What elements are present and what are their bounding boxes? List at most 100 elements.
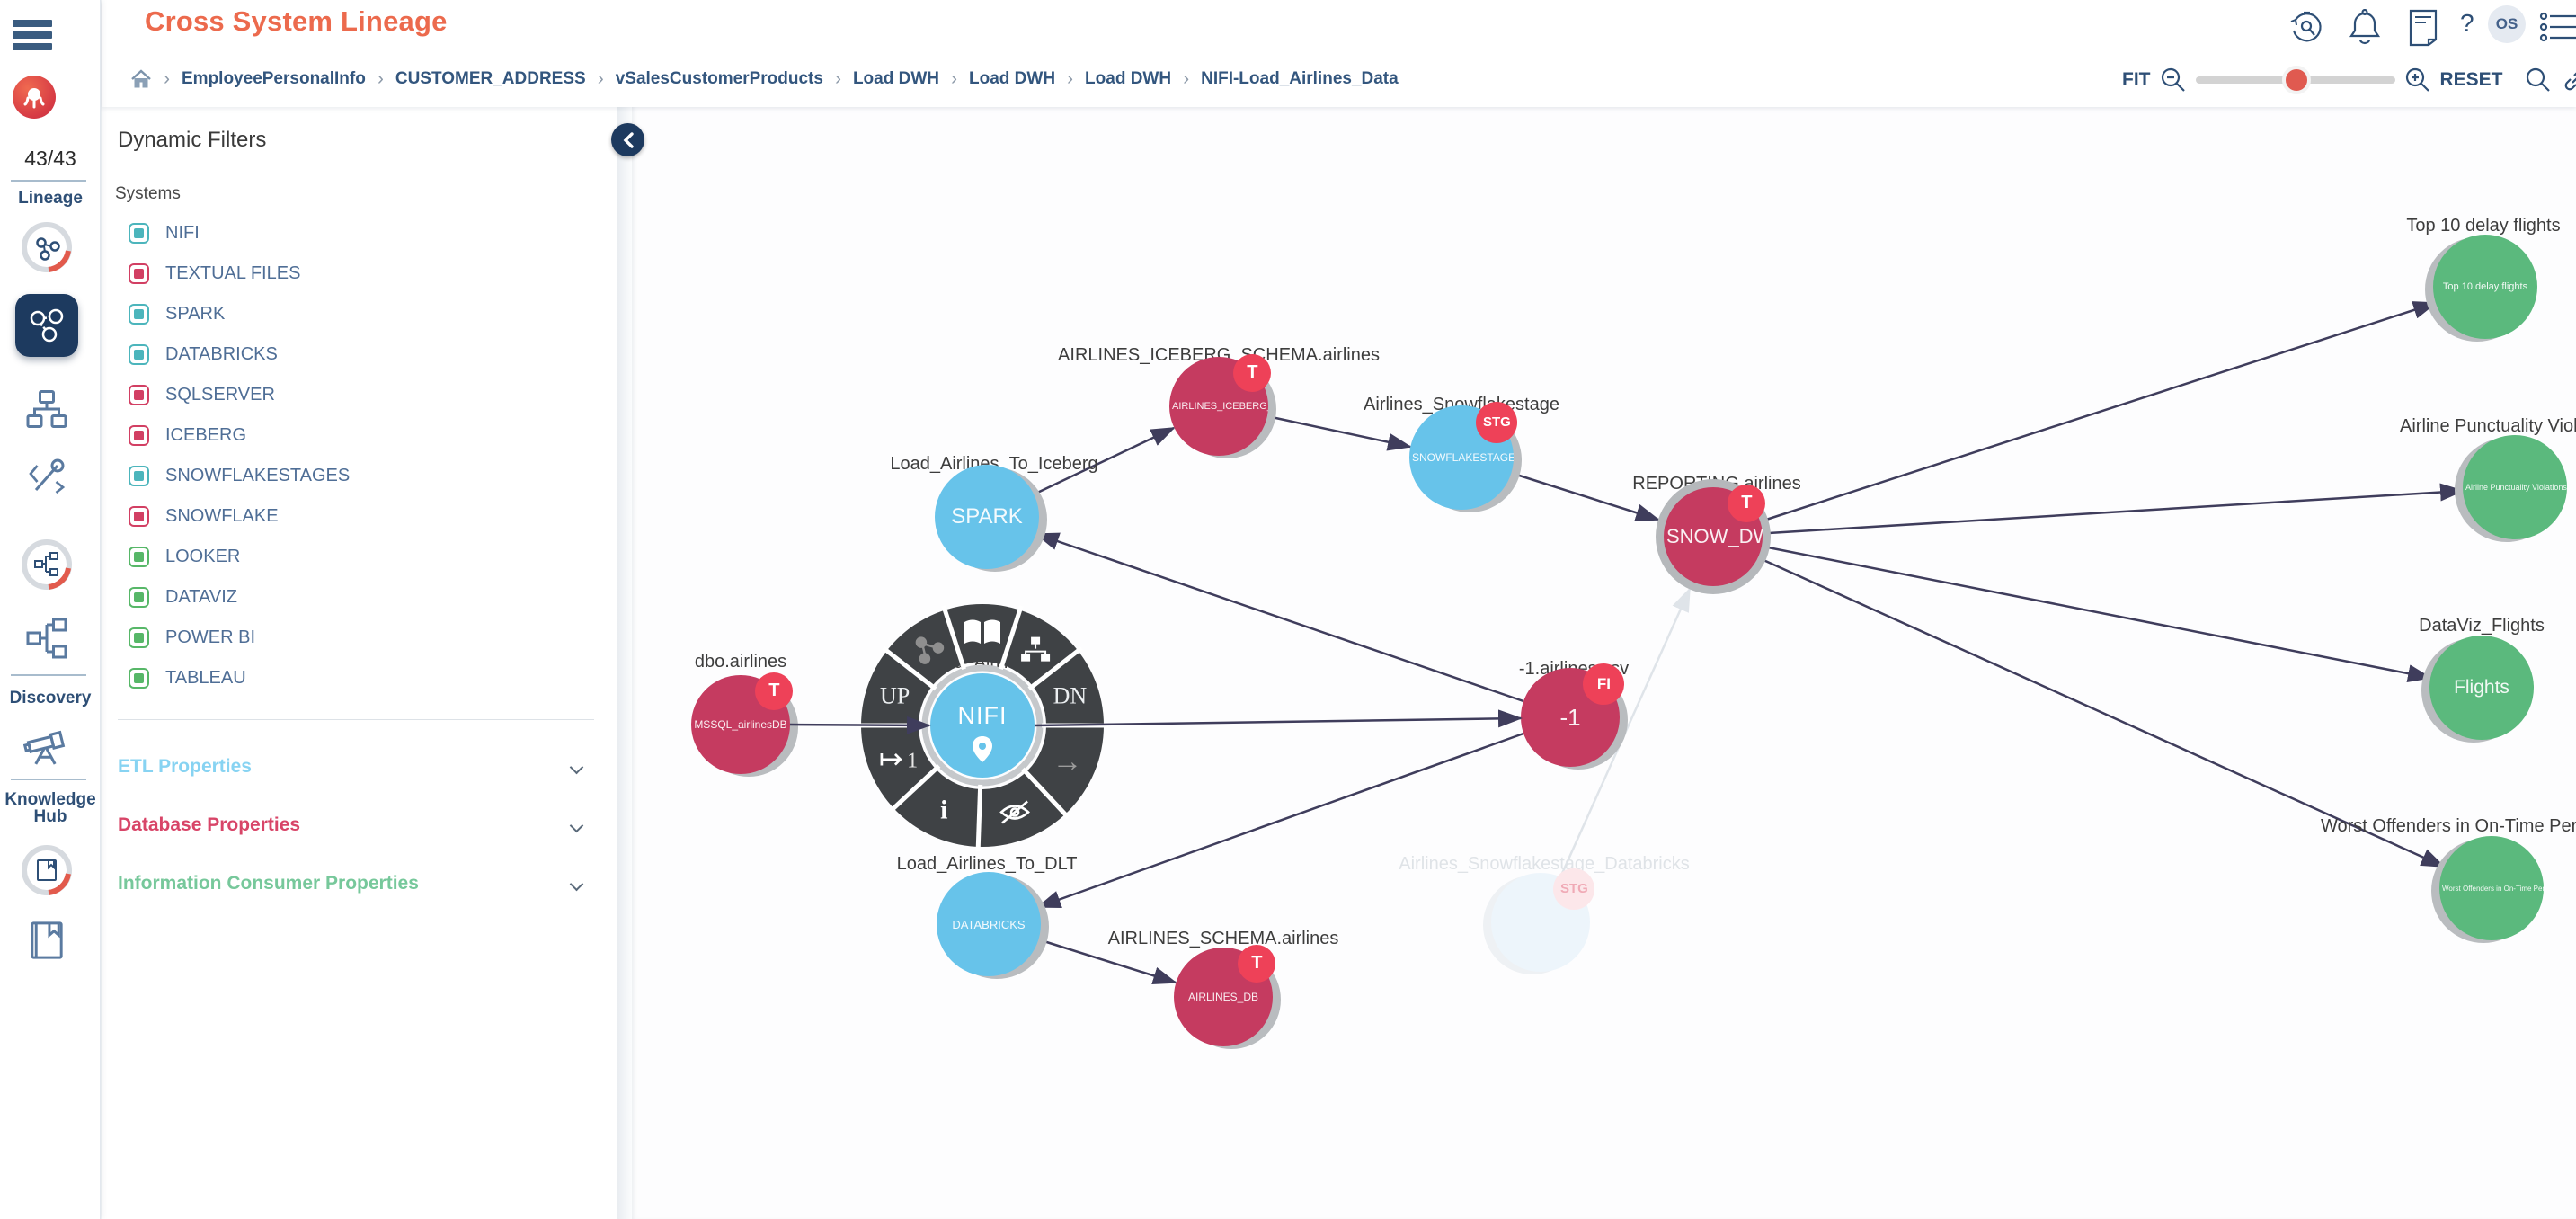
system-filter-power-bi[interactable]: POWER BI (129, 618, 350, 658)
chevron-left-icon (623, 131, 634, 148)
octopai-logo-icon[interactable] (13, 76, 56, 119)
system-filter-nifi[interactable]: NIFI (129, 213, 350, 254)
graph-node-airline-punctuality[interactable]: Airline Punctuality Violations (2463, 435, 2567, 539)
collapse-panel-button[interactable] (611, 123, 644, 156)
tree-summary-donut-icon[interactable] (20, 538, 74, 592)
checkbox[interactable] (129, 547, 149, 567)
graph-node-airlines-csv[interactable]: -1 FI (1521, 663, 1625, 767)
checkbox[interactable] (129, 466, 149, 486)
graph-node-dataviz-flights[interactable]: Flights (2429, 636, 2534, 740)
notifications-bell-icon[interactable] (2348, 8, 2382, 49)
detail-list-icon[interactable] (2539, 9, 2576, 49)
section-database-properties[interactable]: Database Properties (118, 814, 594, 836)
lineage-summary-donut-icon[interactable] (20, 220, 74, 274)
node-inner-label: MSSQL_airlinesDB (694, 718, 787, 731)
system-filter-looker[interactable]: LOOKER (129, 537, 350, 577)
checkbox[interactable] (129, 344, 149, 365)
node-label: dbo.airlines (694, 652, 787, 672)
zoom-out-icon[interactable] (2159, 66, 2188, 94)
breadcrumb-item[interactable]: Load DWH (969, 69, 1056, 88)
node-type-badge: STG (1476, 401, 1518, 443)
system-filter-sqlserver[interactable]: SQLSERVER (129, 375, 350, 415)
checkbox[interactable] (129, 263, 149, 284)
link-icon[interactable] (2561, 66, 2576, 94)
telescope-icon[interactable] (20, 719, 74, 773)
fit-button[interactable]: FIT (2122, 69, 2151, 90)
system-filter-textual-files[interactable]: TEXTUAL FILES (129, 254, 350, 294)
graph-node-snowflakestage-databricks[interactable]: STG (1491, 868, 1595, 972)
chevron-down-icon[interactable] (569, 818, 584, 832)
tree-view-icon[interactable] (20, 611, 74, 665)
system-label: POWER BI (165, 627, 256, 647)
checkbox[interactable] (129, 506, 149, 527)
system-filter-snowflake[interactable]: SNOWFLAKE (129, 496, 350, 537)
zoom-slider-knob[interactable] (2281, 66, 2311, 94)
breadcrumb-item[interactable]: Load DWH (1085, 69, 1172, 88)
checkbox[interactable] (129, 223, 149, 244)
graph-node-spark[interactable]: SPARK (935, 465, 1039, 569)
lineage-canvas[interactable]: dbo.airlines Load_Airlines_To_Iceberg AIRL… (632, 107, 2576, 1219)
system-label: SQLSERVER (165, 385, 275, 405)
graph-node-databricks[interactable]: DATABRICKS (937, 872, 1041, 976)
section-information-consumer-properties[interactable]: Information Consumer Properties (118, 873, 594, 894)
release-notes-icon[interactable] (2407, 9, 2439, 51)
system-filter-databricks[interactable]: DATABRICKS (129, 334, 350, 375)
chevron-down-icon[interactable] (569, 876, 584, 891)
home-icon[interactable] (130, 69, 152, 89)
divider (11, 180, 86, 182)
system-filter-snowflakestages[interactable]: SNOWFLAKESTAGES (129, 456, 350, 496)
reset-button[interactable]: RESET (2439, 69, 2503, 90)
checkbox[interactable] (129, 587, 149, 608)
graph-node-dbo-airlines[interactable]: MSSQL_airlinesDB T (691, 672, 794, 774)
zoom-in-icon[interactable] (2403, 66, 2432, 94)
history-icon[interactable] (2288, 9, 2324, 49)
lineage-edge (1768, 483, 2465, 535)
graph-node-airlines-db[interactable]: AIRLINES_DB T (1174, 944, 1276, 1046)
graph-node-worst-offenders[interactable]: Worst Offenders in On-Time Performance (2439, 836, 2544, 940)
graph-node-top10-delay-flights[interactable]: Top 10 delay flights (2433, 235, 2537, 339)
breadcrumb-item[interactable]: Load DWH (852, 69, 939, 88)
breadcrumb-separator: › (834, 68, 841, 89)
code-tools-icon[interactable] (20, 449, 74, 503)
system-filter-iceberg[interactable]: ICEBERG (129, 415, 350, 456)
graph-node-snow-dwh[interactable]: SNOW_DWH T (1664, 484, 1766, 586)
search-icon[interactable] (2524, 66, 2553, 94)
breadcrumb-item[interactable]: vSalesCustomerProducts (615, 69, 823, 88)
knowledge-donut-icon[interactable] (20, 843, 74, 897)
hamburger-menu-icon[interactable] (13, 20, 52, 54)
checkbox[interactable] (129, 627, 149, 648)
section-etl-properties[interactable]: ETL Properties (118, 756, 594, 778)
system-label: LOOKER (165, 547, 241, 566)
user-avatar[interactable]: OS (2488, 5, 2526, 43)
checkbox[interactable] (129, 425, 149, 446)
checkbox[interactable] (129, 668, 149, 689)
breadcrumb-item[interactable]: EmployeePersonalInfo (182, 69, 366, 88)
node-inner-label: SNOWFLAKESTAGES (1412, 451, 1514, 464)
help-icon[interactable]: ? (2460, 9, 2474, 37)
node-label: Airlines_Snowflakestage_Databricks (1399, 854, 1690, 874)
system-label: SNOWFLAKESTAGES (165, 466, 351, 485)
chevron-down-icon[interactable] (569, 760, 584, 774)
graph-node-airlines-iceberg[interactable]: AIRLINES_ICEBERG_DB T (1169, 353, 1272, 456)
node-label: AIRLINES_SCHEMA.airlines (1107, 929, 1339, 948)
book-icon[interactable] (20, 913, 74, 967)
graph-node-snowflakestage[interactable]: SNOWFLAKESTAGES STG (1409, 401, 1518, 510)
zoom-slider[interactable] (2195, 66, 2395, 94)
node-type-badge: FI (1583, 663, 1625, 705)
breadcrumb-item[interactable]: CUSTOMER_ADDRESS (395, 69, 586, 88)
lineage-edge (1765, 301, 2438, 521)
system-filter-tableau[interactable]: TABLEAU (129, 658, 350, 698)
breadcrumb-item[interactable]: NIFI-Load_Airlines_Data (1201, 69, 1399, 88)
checkbox[interactable] (129, 304, 149, 325)
system-filter-dataviz[interactable]: DATAVIZ (129, 577, 350, 618)
lineage-edge (1033, 426, 1176, 496)
section-label-knowledge-hub: Knowledge Hub (4, 790, 96, 826)
node-inner-label: Worst Offenders in On-Time Performance (2442, 884, 2544, 893)
org-chart-icon[interactable] (20, 382, 74, 436)
checkbox[interactable] (129, 385, 149, 405)
panel-scroll-strip[interactable] (617, 107, 632, 1219)
node-label: Top 10 delay flights (2406, 216, 2561, 236)
divider (11, 779, 86, 780)
cross-system-lineage-active-icon[interactable] (15, 294, 78, 357)
system-filter-spark[interactable]: SPARK (129, 294, 350, 334)
